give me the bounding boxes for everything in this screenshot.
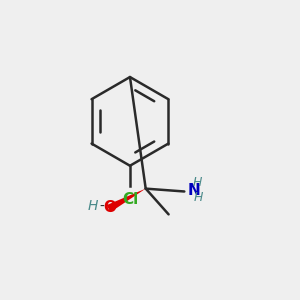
Text: Cl: Cl <box>122 192 138 207</box>
Text: H: H <box>88 200 98 213</box>
Text: H: H <box>194 191 203 204</box>
Text: O: O <box>103 200 116 215</box>
Text: N: N <box>187 183 200 198</box>
Text: H: H <box>193 176 202 189</box>
Polygon shape <box>106 189 146 212</box>
Text: -: - <box>100 200 105 214</box>
